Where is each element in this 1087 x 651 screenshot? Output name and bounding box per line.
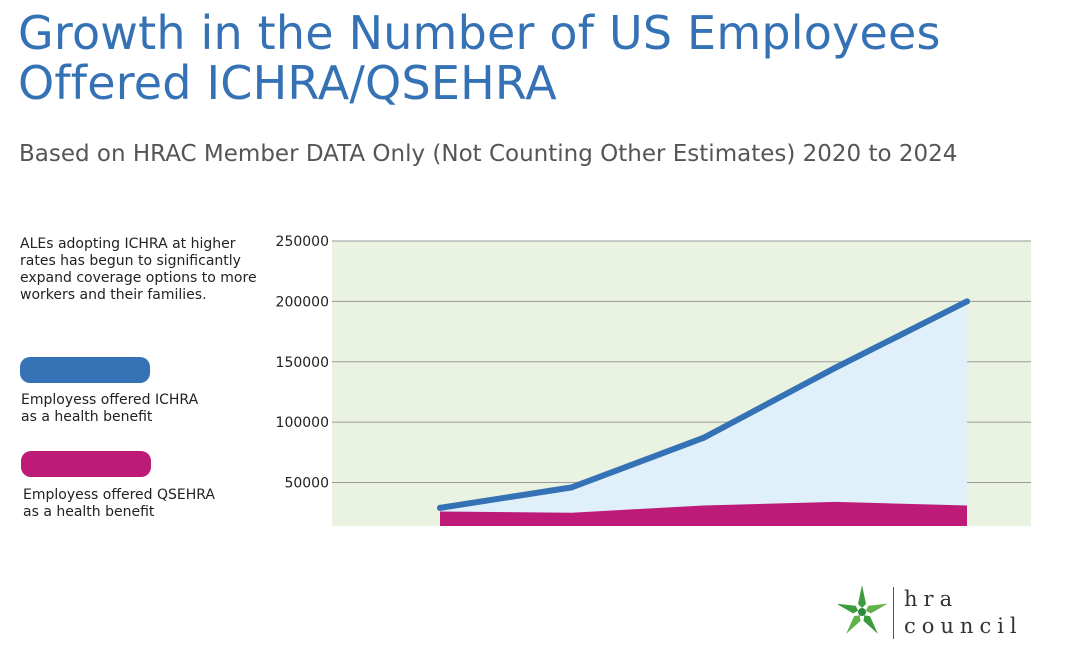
legend-label-qsehra: Employess offered QSEHRA as a health ben… [23, 487, 253, 521]
ichra-data-point [832, 364, 839, 371]
ichra-area-fill [440, 301, 967, 526]
chart-subtitle: Based on HRAC Member DATA Only (Not Coun… [19, 141, 958, 167]
ichra-data-point [964, 298, 970, 305]
y-tick-label: 250000 [276, 234, 329, 250]
y-tick-label: 100000 [276, 415, 329, 431]
logo-wordmark: hra council [904, 586, 1023, 640]
ichra-data-point [700, 434, 707, 441]
logo-text-line-2: council [904, 614, 1023, 638]
logo-text-line-1: hra [904, 587, 959, 611]
legend-label-ichra-line-2: as a health benefit [21, 409, 153, 425]
ichra-data-point [437, 504, 443, 511]
area-chart: 250000 200000 150000 100000 50000 [276, 234, 1031, 526]
hra-council-logo: hra council [836, 583, 1038, 643]
qsehra-area [440, 501, 967, 526]
description-text: ALEs adopting ICHRA at higher rates has … [20, 236, 257, 303]
y-tick-label: 150000 [276, 355, 329, 371]
ichra-data-point [568, 484, 575, 491]
legend-label-ichra-line-1: Employess offered ICHRA [21, 392, 199, 408]
y-tick-label: 200000 [276, 294, 329, 310]
legend-swatch-ichra [20, 357, 150, 383]
star-logo-icon [836, 585, 888, 634]
legend-label-qsehra-line-2: as a health benefit [23, 504, 155, 520]
chart-title-line-1: Growth in the Number of US Employees [18, 6, 941, 60]
chart-title-line-2: Offered ICHRA/QSEHRA [18, 56, 557, 110]
chart-title: Growth in the Number of US Employees Off… [18, 8, 1078, 108]
legend-label-qsehra-line-1: Employess offered QSEHRA [23, 487, 216, 503]
legend-label-ichra: Employess offered ICHRA as a health bene… [21, 392, 251, 426]
legend-swatch-qsehra [21, 451, 151, 477]
description-panel: ALEs adopting ICHRA at higher rates has … [20, 236, 260, 304]
y-tick-label: 50000 [284, 476, 329, 492]
logo-divider [893, 587, 894, 639]
